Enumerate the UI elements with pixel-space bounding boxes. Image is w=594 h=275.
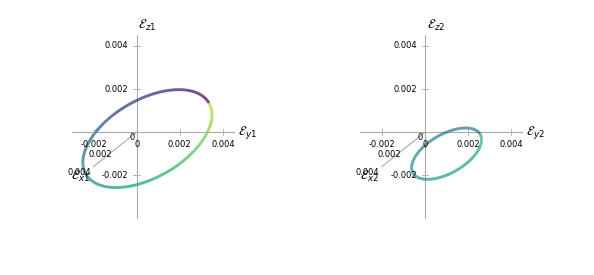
- Text: $\mathcal{E}_{y2}$: $\mathcal{E}_{y2}$: [526, 123, 545, 141]
- Text: 0.004: 0.004: [356, 168, 380, 177]
- Text: 0: 0: [134, 140, 139, 149]
- Text: 0.002: 0.002: [105, 84, 128, 94]
- Text: $\mathcal{E}_{x2}$: $\mathcal{E}_{x2}$: [360, 169, 379, 184]
- Text: 0.004: 0.004: [211, 140, 235, 149]
- Text: 0.004: 0.004: [105, 42, 128, 50]
- Text: 0: 0: [129, 133, 134, 142]
- Text: -0.002: -0.002: [369, 140, 395, 149]
- Text: 0.002: 0.002: [89, 150, 112, 160]
- Text: $\mathcal{E}_{y1}$: $\mathcal{E}_{y1}$: [238, 123, 257, 141]
- Text: 0.002: 0.002: [168, 140, 191, 149]
- Text: 0.002: 0.002: [393, 84, 417, 94]
- Text: -0.002: -0.002: [390, 171, 417, 180]
- Text: 0.004: 0.004: [67, 168, 91, 177]
- Text: 0: 0: [418, 133, 423, 142]
- Text: 0.004: 0.004: [393, 42, 417, 50]
- Text: $\mathcal{E}_{z2}$: $\mathcal{E}_{z2}$: [426, 18, 445, 33]
- Text: -0.002: -0.002: [80, 140, 107, 149]
- Text: 0.002: 0.002: [456, 140, 480, 149]
- Text: -0.002: -0.002: [102, 171, 128, 180]
- Text: $\mathcal{E}_{x1}$: $\mathcal{E}_{x1}$: [71, 169, 90, 184]
- Text: 0.002: 0.002: [377, 150, 401, 160]
- Text: $\mathcal{E}_{z1}$: $\mathcal{E}_{z1}$: [138, 18, 157, 33]
- Text: 0.004: 0.004: [500, 140, 523, 149]
- Text: 0: 0: [422, 140, 428, 149]
